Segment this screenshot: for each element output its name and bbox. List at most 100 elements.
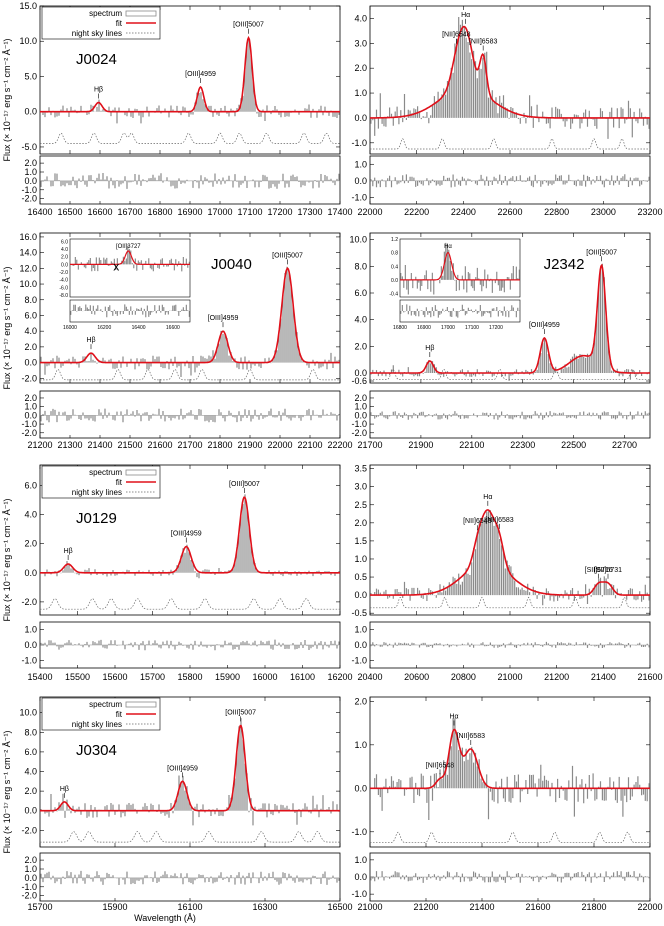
- res-y-tick-label: 0.0: [24, 640, 37, 650]
- y-tick-label: 10.0: [19, 708, 37, 718]
- y-axis-label: Flux (× 10⁻¹⁷ erg s⁻¹ cm⁻² Å⁻¹): [2, 38, 12, 161]
- x-tick-label: 21400: [591, 672, 616, 682]
- object-name: J0024: [76, 51, 117, 68]
- res-y-tick-label: -2.0: [351, 428, 367, 438]
- emission-line-label: [OIII]4959: [171, 531, 202, 538]
- main-frame: [369, 696, 651, 848]
- x-tick-label: 22800: [544, 207, 569, 217]
- res-y-tick-label: -1.0: [351, 419, 367, 429]
- res-y-tick-label: -1.0: [21, 419, 37, 429]
- x-tick-label: 17400: [327, 207, 352, 217]
- inset-x-tick-label: 17100: [465, 325, 479, 331]
- inset-residual-frame: [399, 299, 521, 323]
- spectrum-bars: [370, 718, 650, 820]
- residual-bars: [370, 871, 650, 883]
- emission-line-label: Hβ: [60, 786, 69, 793]
- y-tick-label: 10.0: [19, 279, 37, 289]
- y-tick-label: 10.0: [19, 36, 37, 46]
- y-tick-label: 1.0: [354, 740, 367, 750]
- y-tick-label: 2.5: [354, 500, 367, 510]
- y-tick-label: -2.0: [21, 825, 37, 835]
- y-tick-label: 6.0: [24, 310, 37, 320]
- y-tick-label: 4.0: [354, 315, 367, 325]
- x-tick-label: 16100: [290, 672, 315, 682]
- y-tick-label: -0.6: [351, 376, 367, 386]
- inset-line-label: Hα: [444, 244, 452, 250]
- x-tick-label: 21600: [147, 440, 172, 450]
- inset-cross-mark: x: [113, 259, 119, 273]
- emission-line-label: Hα: [483, 494, 492, 501]
- y-tick-label: 1.0: [354, 554, 367, 564]
- inset-fit: [70, 250, 190, 265]
- inset-y-tick-label: -2.0: [59, 270, 68, 276]
- y-tick-label: 0.0: [24, 806, 37, 816]
- y-tick-label: -2.0: [21, 373, 37, 383]
- res-y-tick-label: 0.0: [354, 872, 367, 882]
- emission-line-label: [NII]6548: [442, 32, 471, 39]
- emission-line-label: Hα: [449, 714, 458, 721]
- x-tick-label: 17000: [207, 207, 232, 217]
- res-y-tick-label: 0.0: [24, 410, 37, 420]
- x-tick-label: 21400: [469, 902, 494, 912]
- x-tick-label: 17200: [267, 207, 292, 217]
- emission-line-label: [OIII]4959: [208, 315, 239, 322]
- inset-residual-frame: [69, 299, 191, 323]
- inset-plot: -0.4 0.0 0.4 0.8 1.2 16800 16900 17000 17100 1720…: [389, 237, 521, 331]
- x-tick-label: 20600: [404, 672, 429, 682]
- x-tick-label: 22200: [404, 207, 429, 217]
- res-y-tick-label: 2.0: [24, 393, 37, 403]
- x-tick-label: 17100: [237, 207, 262, 217]
- y-tick-label: -0.5: [351, 608, 367, 618]
- night-sky-line: [370, 596, 650, 609]
- x-tick-label: 21900: [408, 440, 433, 450]
- inset-line-label: [OII]3727: [116, 244, 141, 250]
- x-tick-label: 22000: [267, 440, 292, 450]
- emission-line-label: [OIII]5007: [272, 252, 303, 259]
- emission-line-label: Hα: [461, 12, 470, 19]
- res-y-tick-label: 1.0: [354, 402, 367, 412]
- emission-line-label: Hβ: [425, 345, 434, 352]
- res-y-tick-label: 1.0: [24, 625, 37, 635]
- emission-line-label: Hβ: [86, 337, 95, 344]
- panel-J0024-Ha: -1.0 0.0 1.0 2.0 3.0 4.0 -1.0 0.0 1.0 22000 22200 2…: [351, 5, 663, 217]
- emission-line-label: Hβ: [64, 548, 73, 555]
- x-tick-label: 21700: [357, 440, 382, 450]
- inset-x-tick-label: 17200: [489, 325, 503, 331]
- y-tick-label: 2.0: [24, 539, 37, 549]
- emission-line-label: [NII]6548: [426, 762, 455, 769]
- y-tick-label: 3.0: [354, 482, 367, 492]
- res-y-tick-label: -1.0: [21, 882, 37, 892]
- inset-x-tick-label: 16400: [132, 325, 146, 331]
- fit-curve: [370, 263, 650, 374]
- inset-y-tick-label: -6.0: [59, 285, 68, 291]
- x-tick-label: 22600: [497, 207, 522, 217]
- x-tick-label: 21500: [117, 440, 142, 450]
- object-name: J0129: [76, 510, 117, 527]
- y-tick-label: 12.0: [19, 263, 37, 273]
- x-tick-label: 22000: [357, 207, 382, 217]
- legend-sky-label: night sky lines: [72, 29, 122, 38]
- x-tick-label: 22100: [297, 440, 322, 450]
- legend-spectrum-label: spectrum: [89, 468, 122, 477]
- legend-sky-label: night sky lines: [72, 720, 122, 729]
- y-tick-label: 2.0: [354, 518, 367, 528]
- object-name: J2342: [544, 256, 585, 273]
- fit-curve: [40, 496, 340, 574]
- y-tick-label: 0.0: [24, 568, 37, 578]
- inset-y-tick-label: -0.4: [389, 292, 398, 298]
- x-tick-label: 21000: [497, 672, 522, 682]
- res-y-tick-label: 0.0: [354, 640, 367, 650]
- x-tick-label: 16900: [177, 207, 202, 217]
- panel-J0304-OIII: -2.00.02.04.06.08.010.0-2.0-1.00.01.02.0…: [19, 696, 353, 912]
- emission-line-label: [OIII]5007: [233, 22, 264, 29]
- y-tick-label: 0.0: [354, 368, 367, 378]
- panel-J0129-OIII: -2.0 0.0 2.0 4.0 6.0 -1.0 0.0 1.0 15400 15500 1560…: [21, 464, 353, 682]
- emission-line-label: [SII]6716: [585, 567, 613, 574]
- residual-bars: [370, 411, 650, 420]
- emission-line-label: [OIII]5007: [229, 481, 260, 488]
- y-tick-label: 0.0: [24, 107, 37, 117]
- y-tick-label: 15.0: [19, 1, 37, 11]
- legend-fit-label: fit: [116, 710, 123, 719]
- inset-fit: [400, 251, 520, 281]
